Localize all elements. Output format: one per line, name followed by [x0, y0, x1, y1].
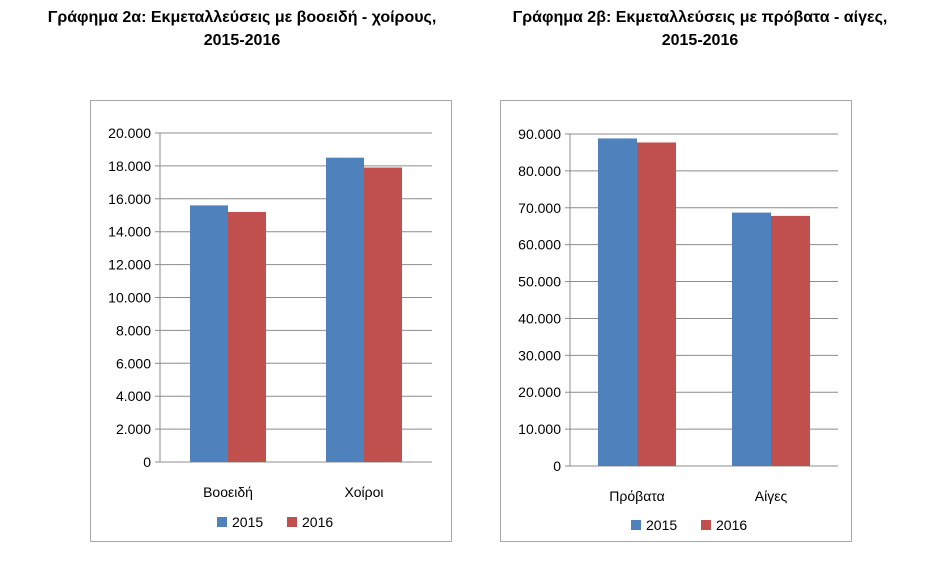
bar-2015-1	[732, 212, 771, 466]
y-tick-label: 14.000	[108, 224, 151, 240]
x-category-label: Βοοειδή	[203, 484, 253, 500]
y-tick-label: 2.000	[116, 421, 151, 437]
legend-swatch-2015	[631, 520, 641, 530]
chart-2b-frame: 0 10.000 20.000 30.000 40.000 50.000 60.000 70.…	[500, 100, 852, 542]
x-category-label: Χοίροι	[344, 484, 383, 500]
y-tick-label: 8.000	[116, 322, 151, 338]
bar-2015-0	[190, 205, 228, 462]
legend-label: 2016	[716, 517, 747, 533]
chart-2a-plot: 0 2.000 4.000 6.000 8.000 10.000 12.000 14.000 1…	[108, 125, 432, 530]
chart-title-2b-line-1: Γράφημα 2β: Εκμεταλλεύσεις με πρόβατα - …	[512, 9, 888, 26]
y-tick-label: 70.000	[518, 200, 561, 216]
y-tick-label: 50.000	[518, 274, 561, 290]
legend-label: 2015	[232, 514, 263, 530]
chart-title-2b-line-2: 2015-2016	[661, 32, 739, 49]
chart-2a-frame: 0 2.000 4.000 6.000 8.000 10.000 12.000 14.000 1…	[90, 100, 452, 542]
legend-swatch-2016	[287, 517, 297, 527]
y-tick-label: 16.000	[108, 191, 151, 207]
y-tick-label: 0	[553, 458, 561, 474]
bar-2015-0	[598, 138, 637, 466]
y-tick-label: 30.000	[518, 347, 561, 363]
legend-swatch-2016	[701, 520, 711, 530]
y-tick-label: 0	[143, 454, 151, 470]
bar-2016-0	[637, 142, 676, 466]
y-tick-label: 60.000	[518, 237, 561, 253]
y-tick-label: 10.000	[108, 290, 151, 306]
bar-2016-0	[228, 211, 266, 462]
legend-label: 2015	[646, 517, 677, 533]
y-tick-label: 20.000	[518, 384, 561, 400]
bar-2016-1	[771, 215, 810, 466]
y-tick-label: 12.000	[108, 257, 151, 273]
y-tick-label: 6.000	[116, 355, 151, 371]
chart-title-2b: Γράφημα 2β: Εκμεταλλεύσεις με πρόβατα - …	[480, 6, 920, 52]
chart-title-2a-line-2: 2015-2016	[203, 32, 281, 49]
chart-2b-plot: 0 10.000 20.000 30.000 40.000 50.000 60.000 70.…	[518, 126, 838, 533]
y-tick-label: 20.000	[108, 125, 151, 141]
y-tick-label: 40.000	[518, 310, 561, 326]
y-tick-label: 18.000	[108, 158, 151, 174]
y-tick-label: 90.000	[518, 126, 561, 142]
y-tick-label: 10.000	[518, 421, 561, 437]
x-category-label: Πρόβατα	[609, 488, 664, 504]
y-tick-label: 80.000	[518, 163, 561, 179]
bar-2016-1	[364, 167, 402, 463]
chart-title-2a: Γράφημα 2α: Εκμεταλλεύσεις με βοοειδή - …	[16, 6, 468, 52]
chart-title-2a-line-1: Γράφημα 2α: Εκμεταλλεύσεις με βοοειδή - …	[47, 9, 437, 26]
x-category-label: Αίγες	[755, 488, 788, 504]
y-tick-label: 4.000	[116, 388, 151, 404]
legend-label: 2016	[302, 514, 333, 530]
bar-2015-1	[326, 157, 364, 463]
legend-swatch-2015	[217, 517, 227, 527]
